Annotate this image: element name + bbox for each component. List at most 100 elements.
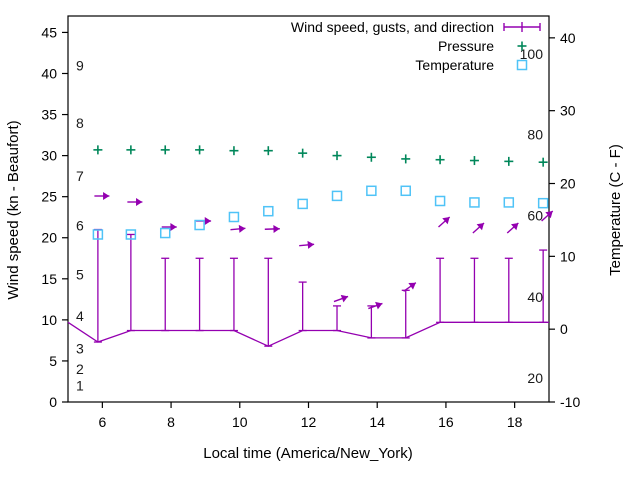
fahrenheit-label: 80 [527,127,543,143]
legend-label: Wind speed, gusts, and direction [291,19,494,35]
arrow-head [170,222,177,232]
y2-tick-label: 30 [560,103,576,119]
y-tick-label: 15 [41,271,57,287]
temperature-marker [263,205,274,217]
pressure-marker [469,156,479,166]
pressure-marker [435,155,445,165]
x-tick-label: 14 [369,414,385,430]
arrow-head [408,282,416,290]
fahrenheit-label: 40 [527,289,543,305]
beaufort-label: 2 [76,361,84,377]
legend-entry[interactable]: Temperature [415,57,528,73]
pressure-marker [538,157,548,167]
arrow-head [510,222,519,231]
wind-direction-arrow [438,216,451,228]
y2-tick-label: 40 [560,30,576,46]
pressure-marker [263,146,273,156]
plot-frame [67,15,550,403]
pressure-marker [126,145,136,155]
temperature-marker [125,229,137,240]
arrow-head [375,301,383,310]
arrow-head [476,222,485,231]
pressure-marker [504,156,514,166]
arrow-head [273,224,280,233]
pressure-marker [195,145,205,155]
y2-axis-title: Temperature (C - F) [607,144,624,276]
fahrenheit-scale-labels: 20 40 60 80 100 [520,46,544,386]
y-tick-label: 45 [41,24,57,40]
arrow-head [238,224,246,233]
x-axis-ticks: 6 8 10 12 14 16 18 [98,402,523,430]
temperature-marker [194,219,205,231]
plot-border [67,15,550,403]
arrow-head [307,240,315,249]
y-tick-label: 30 [41,148,57,164]
series-temperature [92,185,549,240]
y-tick-label: 25 [41,189,57,205]
x-tick-label: 16 [438,414,454,430]
pressure-marker [229,146,239,156]
wind-direction-arrow [333,294,349,303]
x-tick-label: 6 [98,414,106,430]
wind-direction-arrow [541,210,554,222]
arrow-head [136,197,143,207]
fahrenheit-label: 100 [520,46,544,62]
temperature-marker [159,227,171,239]
y-tick-label: 10 [41,312,57,328]
wind-direction-arrow [127,197,143,207]
pressure-marker [366,152,376,162]
wind-speed-line [67,321,549,347]
wind-direction-arrow [368,301,383,310]
arrow-head [103,191,110,201]
legend-label: Temperature [415,57,494,73]
pressure-marker [160,145,170,155]
temperature-marker [434,195,446,207]
pressure-marker [332,151,342,161]
wind-direction-arrow [230,224,246,233]
fahrenheit-label: 60 [527,208,543,224]
wind-direction-arrow [506,222,519,234]
beaufort-label: 6 [76,217,84,233]
temperature-marker [503,197,515,208]
y-axis-title: Wind speed (kn - Beaufort) [5,120,22,299]
temperature-marker [92,229,104,240]
pressure-marker [401,154,411,164]
wind-direction-arrow [161,222,177,232]
x-tick-label: 10 [232,414,248,430]
temperature-marker [297,198,308,210]
beaufort-label: 1 [76,378,84,394]
arrow-head [340,294,349,303]
pressure-marker [93,145,103,155]
legend-entry[interactable]: Wind speed, gusts, and direction [291,19,541,35]
arrow-head [545,210,553,219]
arrow-head [204,216,212,226]
y2-tick-label: -10 [560,394,580,410]
beaufort-label: 3 [76,341,84,357]
wind-direction-arrow [299,240,315,249]
wind-direction-arrow [94,191,110,201]
x-axis-title: Local time (America/New_York) [203,445,413,462]
arrow-head [442,216,450,225]
beaufort-label: 8 [76,115,84,131]
beaufort-label: 5 [76,267,84,283]
legend-entry[interactable]: Pressure [438,38,527,54]
temperature-marker [228,211,240,223]
legend-square [516,59,528,71]
y-axis-ticks: 0 5 10 15 20 25 30 35 40 45 [41,24,68,410]
series-pressure [93,145,548,167]
wind-direction-arrow [403,282,417,292]
y-tick-label: 35 [41,107,57,123]
y2-tick-label: 0 [560,321,568,337]
temperature-marker [331,190,343,202]
temperature-marker [366,185,377,197]
temperature-marker [400,185,411,197]
beaufort-label: 4 [76,308,84,324]
x-tick-label: 8 [167,414,175,430]
temperature-marker [537,197,549,209]
beaufort-scale-labels: 12 3 4 5 6 7 8 9 [76,57,84,393]
temperature-marker [469,197,480,208]
beaufort-label: 9 [76,57,84,73]
y-tick-label: 0 [49,394,57,410]
series-wind-speed [67,191,554,347]
